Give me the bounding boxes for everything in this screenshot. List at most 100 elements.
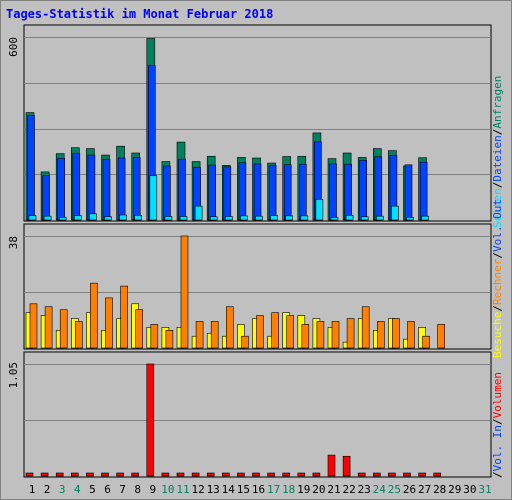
bar-volumen-day-5 — [86, 472, 94, 477]
legend-bottom-part: / — [491, 471, 504, 478]
bar-dateien-day-13 — [208, 164, 216, 221]
bar-dateien-day-1 — [27, 115, 35, 221]
bar-volumen-day-19 — [297, 472, 306, 477]
bar-dateien-day-3 — [57, 158, 66, 221]
bar-dateien-day-16 — [253, 163, 262, 221]
x-tick-label-day-11: 11 — [176, 483, 189, 496]
bar-volumen-day-9 — [146, 363, 155, 477]
bar-rechner-day-6 — [105, 297, 113, 349]
y-max-label-middle: 38 — [7, 236, 20, 249]
legend-bottom-part: Vol. In — [491, 425, 504, 471]
bar-rechner-day-17 — [271, 312, 279, 349]
x-tick-label-day-25: 25 — [388, 483, 401, 496]
bar-volumen-day-20 — [312, 472, 321, 477]
bar-dateien-day-8 — [132, 157, 141, 221]
bar-rechner-day-7 — [120, 285, 128, 349]
legend-top-part: Dateien — [491, 135, 504, 181]
bar-rechner-day-15 — [241, 335, 249, 349]
bar-rechner-day-10 — [165, 330, 174, 349]
bar-volumen-day-17 — [267, 472, 275, 477]
x-tick-label-day-16: 16 — [252, 483, 265, 496]
bar-seiten-day-27 — [421, 215, 429, 221]
x-tick-label-day-1: 1 — [29, 483, 36, 496]
bar-seiten-day-11 — [179, 216, 188, 221]
legend-top-part: / — [491, 129, 504, 136]
bar-rechner-day-24 — [376, 321, 385, 349]
bar-volumen-day-22 — [342, 455, 351, 477]
bar-seiten-day-4 — [74, 215, 82, 221]
bar-dateien-day-14 — [223, 166, 232, 221]
bar-seiten-day-17 — [270, 215, 278, 221]
x-tick-label-day-24: 24 — [373, 483, 387, 496]
y-max-label-bottom: 1.05 — [7, 362, 20, 389]
x-tick-label-day-31: 31 — [478, 483, 491, 496]
x-tick-label-day-18: 18 — [282, 483, 295, 496]
bar-rechner-day-2 — [44, 306, 53, 349]
bar-rechner-day-16 — [256, 315, 264, 349]
bar-volumen-day-8 — [131, 472, 139, 477]
bar-dateien-day-27 — [419, 161, 428, 221]
bar-seiten-day-12 — [194, 205, 203, 221]
bar-seiten-day-18 — [285, 215, 294, 221]
legend-top: Seiten/Dateien/Anfragen — [491, 76, 504, 228]
bar-seiten-day-20 — [315, 199, 324, 221]
legend-middle-part: Besuche — [491, 312, 504, 358]
bar-volumen-day-6 — [101, 472, 109, 477]
bar-seiten-day-25 — [391, 205, 399, 221]
bar-volumen-day-23 — [357, 472, 366, 477]
bar-dateien-day-7 — [117, 157, 126, 221]
x-tick-label-day-27: 27 — [418, 483, 431, 496]
bar-rechner-day-4 — [75, 321, 83, 349]
bar-volumen-day-10 — [161, 472, 170, 477]
bar-rechner-day-1 — [29, 303, 38, 349]
x-tick-label-day-13: 13 — [207, 483, 220, 496]
bar-seiten-day-8 — [134, 214, 142, 221]
bar-seiten-day-7 — [119, 214, 127, 221]
bar-seiten-day-23 — [360, 216, 369, 221]
x-tick-label-day-14: 14 — [222, 483, 236, 496]
bar-volumen-day-12 — [191, 472, 200, 477]
x-tick-label-day-23: 23 — [358, 483, 371, 496]
bar-rechner-day-12 — [195, 321, 204, 349]
bar-dateien-day-2 — [42, 175, 50, 221]
bar-rechner-day-27 — [422, 335, 430, 349]
y-max-label-top: 600 — [7, 37, 20, 57]
chart-title: Tages-Statistik im Monat Februar 2018 — [6, 7, 274, 21]
bar-volumen-day-13 — [206, 472, 215, 477]
bar-volumen-day-7 — [116, 472, 124, 477]
bar-seiten-day-15 — [240, 215, 248, 221]
legend-middle-part: / — [491, 305, 504, 312]
x-tick-label-day-2: 2 — [44, 483, 51, 496]
legend-middle: Besuche/Rechner/Vol. Out — [491, 199, 504, 358]
bar-dateien-day-19 — [298, 163, 307, 221]
x-tick-label-day-19: 19 — [297, 483, 310, 496]
bar-dateien-day-26 — [404, 164, 413, 221]
bar-dateien-day-15 — [238, 162, 247, 221]
bar-dateien-day-6 — [102, 158, 111, 221]
bar-volumen-day-11 — [176, 472, 185, 477]
bar-dateien-day-10 — [163, 165, 171, 221]
x-tick-label-day-9: 9 — [149, 483, 156, 496]
x-tick-label-day-6: 6 — [104, 483, 111, 496]
bar-rechner-day-5 — [90, 282, 98, 349]
x-tick-label-day-20: 20 — [312, 483, 325, 496]
bar-rechner-day-21 — [331, 321, 340, 349]
bar-seiten-day-5 — [89, 213, 97, 221]
bar-rechner-day-14 — [226, 306, 234, 349]
bar-rechner-day-8 — [135, 309, 143, 349]
bar-dateien-day-22 — [344, 163, 352, 221]
bar-rechner-day-18 — [286, 315, 295, 349]
bar-dateien-day-23 — [359, 160, 368, 221]
bar-seiten-day-13 — [209, 216, 218, 221]
bar-seiten-day-14 — [225, 216, 233, 221]
bar-seiten-day-22 — [345, 214, 354, 221]
panel-3-frame — [23, 351, 492, 478]
bar-rechner-day-19 — [301, 324, 310, 349]
bar-volumen-day-2 — [40, 472, 49, 477]
bar-seiten-day-19 — [300, 215, 309, 221]
bar-volumen-day-16 — [252, 472, 260, 477]
bar-seiten-day-3 — [58, 217, 67, 221]
x-tick-label-day-10: 10 — [161, 483, 174, 496]
legend-middle-part: / — [491, 252, 504, 259]
